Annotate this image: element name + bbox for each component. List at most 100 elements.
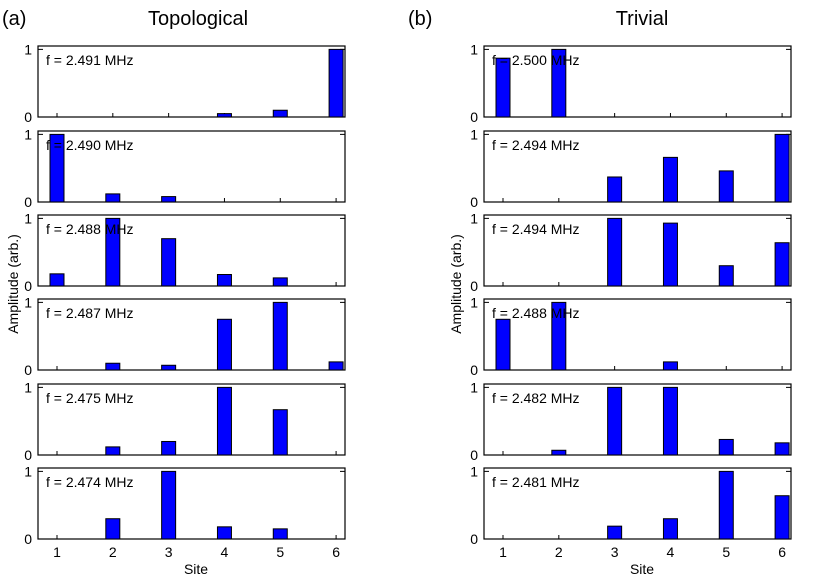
bar: [551, 449, 567, 456]
bar: [161, 470, 177, 540]
y-tick-label: 1: [470, 463, 478, 479]
bar: [49, 133, 65, 203]
x-axis-label-right: Site: [630, 561, 654, 577]
plot-frame: [37, 298, 346, 371]
x-tick-label: 6: [332, 544, 340, 560]
bar: [718, 265, 734, 287]
y-tick-label: 0: [470, 194, 478, 210]
frequency-annotation: f = 2.481 MHz: [492, 474, 580, 490]
y-tick-label: 1: [470, 294, 478, 310]
frequency-annotation: f = 2.488 MHz: [46, 221, 134, 237]
chart-panel: 0 1 f = 2.490 MHz: [24, 126, 346, 210]
y-axis-label-left: Amplitude (arb.): [5, 234, 21, 334]
y-tick-label: 0: [24, 531, 32, 547]
x-tick-label: 2: [555, 544, 563, 560]
plot-frame: [37, 45, 346, 118]
frequency-annotation: f = 2.475 MHz: [46, 390, 134, 406]
y-axis-label-right: Amplitude (arb.): [448, 234, 464, 334]
bar: [551, 301, 567, 371]
plot-frame: [483, 467, 792, 540]
plot-frame: [37, 214, 346, 287]
y-tick-label: 0: [24, 362, 32, 378]
x-tick-label: 2: [109, 544, 117, 560]
y-tick-label: 0: [24, 109, 32, 125]
bar: [662, 156, 678, 203]
plot-frame: [37, 467, 346, 540]
panel-tag-a: (a): [2, 8, 26, 30]
bar: [774, 442, 790, 456]
bar: [495, 57, 511, 118]
frequency-annotation: f = 2.491 MHz: [46, 52, 134, 68]
bar: [774, 495, 790, 540]
bar: [272, 409, 288, 456]
bar: [607, 386, 623, 456]
x-tick-label: 4: [221, 544, 229, 560]
x-axis-label-left: Site: [184, 561, 208, 577]
y-tick-label: 1: [470, 126, 478, 142]
bar: [272, 528, 288, 540]
bar: [272, 277, 288, 287]
y-tick-label: 1: [24, 210, 32, 226]
bar: [551, 48, 567, 118]
y-tick-label: 1: [470, 210, 478, 226]
bar: [161, 238, 177, 287]
frequency-annotation: f = 2.482 MHz: [492, 390, 580, 406]
y-tick-label: 1: [24, 463, 32, 479]
bar: [105, 193, 121, 203]
y-tick-label: 0: [470, 447, 478, 463]
x-tick-label: 4: [667, 544, 675, 560]
panel-tag-b: (b): [408, 8, 432, 30]
bar: [272, 109, 288, 118]
bar: [718, 170, 734, 203]
bar: [161, 196, 177, 203]
chart-panel: 0 1 f = 2.494 MHz: [470, 126, 792, 210]
bar: [662, 222, 678, 287]
chart-panel: 0 1 f = 2.475 MHz: [24, 379, 346, 463]
frequency-annotation: f = 2.500 MHz: [492, 52, 580, 68]
bar: [607, 176, 623, 203]
y-tick-label: 0: [470, 531, 478, 547]
chart-panel: 0 1 f = 2.481 MHz 1 2 3 4 5 6: [470, 463, 792, 560]
chart-panel: 0 1 f = 2.474 MHz 1 2 3 4 5 6: [24, 463, 346, 560]
x-tick-label: 1: [499, 544, 507, 560]
bar: [662, 361, 678, 371]
frequency-annotation: f = 2.488 MHz: [492, 305, 580, 321]
bar: [161, 364, 177, 371]
y-tick-label: 0: [470, 278, 478, 294]
y-tick-label: 0: [470, 109, 478, 125]
chart-panel: 0 1 f = 2.487 MHz: [24, 294, 346, 378]
bar: [718, 438, 734, 456]
x-tick-label: 6: [778, 544, 786, 560]
bar: [105, 217, 121, 287]
plot-frame: [483, 298, 792, 371]
bar: [49, 273, 65, 287]
y-tick-label: 0: [24, 194, 32, 210]
bar: [105, 362, 121, 371]
bar: [662, 386, 678, 456]
frequency-annotation: f = 2.487 MHz: [46, 305, 134, 321]
y-tick-label: 1: [470, 41, 478, 57]
x-tick-label: 3: [165, 544, 173, 560]
bar: [662, 518, 678, 540]
bar: [328, 361, 344, 371]
y-tick-label: 1: [24, 41, 32, 57]
bar: [272, 301, 288, 371]
x-tick-label: 5: [276, 544, 284, 560]
y-tick-label: 0: [470, 362, 478, 378]
frequency-annotation: f = 2.494 MHz: [492, 221, 580, 237]
plot-frame: [483, 45, 792, 118]
bar: [216, 526, 232, 540]
y-tick-label: 1: [24, 379, 32, 395]
bar: [216, 274, 232, 287]
plot-frame: [483, 383, 792, 456]
chart-panel: 0 1 f = 2.500 MHz: [470, 41, 792, 125]
bar: [607, 217, 623, 287]
bar: [216, 113, 232, 118]
chart-panel: 0 1 f = 2.494 MHz: [470, 210, 792, 294]
chart-panel: 0 1 f = 2.488 MHz: [24, 210, 346, 294]
x-tick-label: 3: [611, 544, 619, 560]
chart-panel: 0 1 f = 2.488 MHz: [470, 294, 792, 378]
panel-title-trivial: Trivial: [616, 8, 669, 30]
